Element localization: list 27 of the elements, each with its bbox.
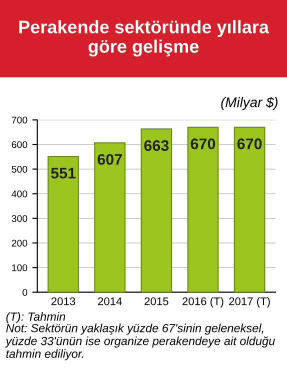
y-tick-label: 200: [12, 240, 28, 247]
text: (T): Tahmin: [6, 312, 66, 324]
data-label: 663: [144, 140, 169, 151]
y-tick-label: 700: [12, 116, 28, 124]
y-tick-label: 0: [22, 288, 28, 296]
bar: [234, 126, 266, 292]
chart-title: Perakende sektöründe yıllara göre gelişme: [19, 20, 270, 56]
text: Not: Sektörün yaklaşık yüzde 67'sinin geleneksel, yüzde 33'ünün ise organize perakendeye ait olduğu tahmin ediliyor.: [5, 324, 275, 360]
data-label: 551: [51, 168, 76, 179]
data-label: 607: [98, 154, 122, 165]
x-tick-label: 2017 (T): [229, 297, 270, 308]
data-label: 670: [237, 138, 262, 150]
x-tick-label: 2014: [98, 297, 122, 306]
y-tick-label: 500: [12, 166, 28, 173]
bar: [94, 142, 126, 292]
x-tick-label: 2016 (T): [182, 297, 224, 308]
bar: [48, 156, 79, 292]
chart-subtitle: (Milyar $): [221, 96, 278, 110]
y-tick-label: 400: [12, 190, 28, 198]
bar: [140, 128, 172, 292]
data-label: 670: [190, 138, 216, 150]
y-tick-label: 300: [12, 215, 28, 222]
y-tick-label: 600: [12, 141, 28, 148]
y-tick-label: 100: [12, 264, 28, 272]
x-tick-label: 2015: [144, 297, 168, 306]
x-tick-label: 2013: [51, 297, 76, 306]
bar: [187, 126, 219, 292]
